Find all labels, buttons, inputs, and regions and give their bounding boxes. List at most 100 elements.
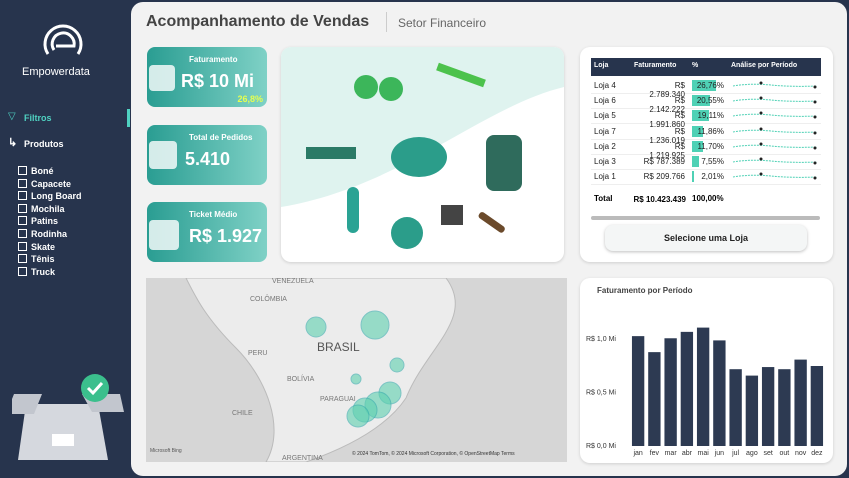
kpi-value: 5.410 <box>185 149 231 169</box>
cell: Loja 1 <box>594 172 616 182</box>
column-header: % <box>692 62 699 69</box>
product-item: Tênis <box>18 254 55 264</box>
y-tick-label: R$ 0,0 Mi <box>586 443 616 450</box>
product-item: Patins <box>18 216 58 226</box>
cell: 7,55% <box>701 157 724 166</box>
kpi-card: Total de Pedidos 5.410 <box>147 125 267 185</box>
bar <box>664 338 677 446</box>
table-row: Loja 4 R$ 2.789.340 26,76% <box>591 78 821 99</box>
total-cell: R$ 10.423.439 <box>633 195 687 204</box>
product-item: Mochila <box>18 204 65 214</box>
column-header: Faturamento <box>634 62 677 69</box>
sparkline <box>732 157 818 165</box>
x-tick-label: jun <box>714 450 724 457</box>
bar <box>680 331 694 446</box>
kpi-label: Faturamento <box>189 55 238 64</box>
y-tick-label: R$ 1,0 Mi <box>586 336 616 343</box>
x-tick-label: ago <box>746 450 758 457</box>
table-row: Loja 1 R$ 209.766 2,01% <box>591 169 821 186</box>
product-item: Truck <box>18 267 55 277</box>
bar-chart: Faturamento por Período R$ 0,0 Mi R$ 0,5 … <box>586 286 824 457</box>
cell: Loja 7 <box>594 126 616 136</box>
scrollbar <box>591 216 820 220</box>
map-label: PERU <box>248 350 268 357</box>
product-item: Boné <box>18 166 54 176</box>
x-tick-label: abr <box>682 450 693 457</box>
cell: R$ 209.766 <box>643 172 685 182</box>
sparkline <box>732 142 818 150</box>
filters-label: Filtros <box>24 113 52 123</box>
x-tick-label: mai <box>697 450 709 457</box>
x-tick-label: jul <box>731 450 739 457</box>
page-title: Acompanhamento de Vendas <box>146 13 370 30</box>
percent-bar <box>692 156 699 167</box>
map-label: CHILE <box>232 410 253 417</box>
percent-bar <box>692 80 717 91</box>
x-tick-label: out <box>780 450 790 457</box>
filter-icon: ▽ <box>8 111 16 122</box>
bar <box>794 359 807 446</box>
column-header: Loja <box>594 62 609 69</box>
map-label: BOLÍVIA <box>287 376 315 383</box>
bar <box>778 369 791 446</box>
bar <box>745 375 759 446</box>
cell: Loja 6 <box>594 96 616 106</box>
cell: 20,55% <box>696 96 724 106</box>
cell: 11,70% <box>697 141 724 151</box>
cell: Loja 2 <box>594 141 616 151</box>
sparkline <box>732 111 818 119</box>
cell: R$ 2.789.340 <box>649 81 685 99</box>
table-row: Loja 3 R$ 787.389 7,55% <box>591 154 821 170</box>
table-row: Loja 6 R$ 2.142.222 20,55% <box>591 93 821 114</box>
table-header <box>591 58 821 76</box>
map-label: PARAGUAI <box>320 396 356 403</box>
bar <box>648 352 661 446</box>
table-row: Loja 2 R$ 1.219.925 11,70% <box>591 139 821 160</box>
chart-title: Faturamento por Período <box>597 286 693 295</box>
map-label: ARGENTINA <box>282 455 323 462</box>
total-cell: 100,00% <box>692 194 724 203</box>
map-attribution: © 2024 TomTom, © 2024 Microsoft Corporat… <box>352 451 515 457</box>
box-illustration <box>12 374 124 460</box>
x-tick-label: jan <box>632 450 642 457</box>
products-label: Produtos <box>24 139 64 149</box>
bar <box>713 340 726 446</box>
cell: 2,01% <box>701 172 724 182</box>
x-tick-label: mar <box>665 450 678 457</box>
cell: R$ 2.142.222 <box>649 96 685 115</box>
bar <box>729 369 742 446</box>
kpi-label: Ticket Médio <box>189 210 238 219</box>
cell: R$ 1.991.860 <box>649 111 685 130</box>
map-label: COLÔMBIA <box>250 296 287 303</box>
percent-bar <box>692 125 703 137</box>
bar <box>631 336 645 446</box>
percent-bar <box>692 95 711 107</box>
kpi-value: R$ 10 Mi <box>181 71 255 91</box>
bar <box>761 367 775 446</box>
cell: 19,11% <box>697 111 724 121</box>
select-store-button[interactable]: Selecione uma Loja <box>605 225 807 251</box>
sparkline <box>732 96 818 104</box>
products-image <box>281 47 564 262</box>
product-item: Rodinha <box>18 229 67 239</box>
bar <box>696 327 710 446</box>
filters-tab[interactable]: Filtros ▽ <box>0 109 130 127</box>
total-cell: Total <box>594 194 613 203</box>
logo <box>43 24 83 55</box>
sparkline <box>732 172 818 180</box>
product-item: Long Board <box>18 191 82 201</box>
cell: 26,76% <box>696 81 724 90</box>
kpi-card: Faturamento R$ 10 Mi 26,8% <box>147 47 267 107</box>
kpi-card: Ticket Médio R$ 1.927 <box>147 202 267 262</box>
map-logo: Microsoft Bing <box>150 448 182 454</box>
kpi-value: R$ 1.927 <box>189 226 263 246</box>
cell: Loja 4 <box>594 81 616 90</box>
percent-bar <box>692 140 703 152</box>
kpi-label: Total de Pedidos <box>189 133 253 142</box>
column-header: Análise por Período <box>731 62 798 69</box>
table-row: Loja 5 R$ 1.991.860 19,11% <box>591 108 821 129</box>
product-item: Capacete <box>18 179 71 189</box>
map-label: BRASIL <box>317 340 360 354</box>
cell: Loja 3 <box>594 157 616 166</box>
